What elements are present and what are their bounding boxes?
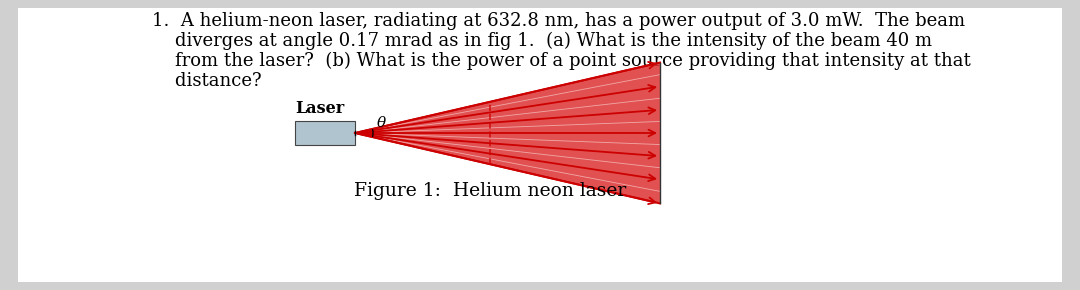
Text: Figure 1:  Helium neon laser: Figure 1: Helium neon laser <box>354 182 626 200</box>
Bar <box>295 121 355 145</box>
Text: θ: θ <box>377 116 387 130</box>
Text: diverges at angle 0.17 mrad as in fig 1.  (a) What is the intensity of the beam : diverges at angle 0.17 mrad as in fig 1.… <box>152 32 932 50</box>
Text: Laser: Laser <box>295 100 345 117</box>
Text: distance?: distance? <box>152 72 261 90</box>
Text: from the laser?  (b) What is the power of a point source providing that intensit: from the laser? (b) What is the power of… <box>152 52 971 70</box>
Polygon shape <box>355 63 660 203</box>
Text: 1.  A helium-neon laser, radiating at 632.8 nm, has a power output of 3.0 mW.  T: 1. A helium-neon laser, radiating at 632… <box>152 12 966 30</box>
